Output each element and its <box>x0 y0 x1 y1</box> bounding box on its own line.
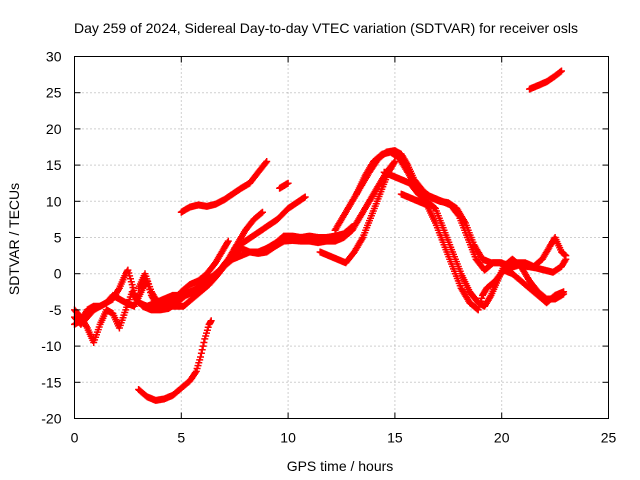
series-s7 <box>276 179 292 192</box>
y-tick-label: 0 <box>54 266 62 282</box>
chart-title: Day 259 of 2024, Sidereal Day-to-day VTE… <box>74 20 578 36</box>
series-markers <box>263 158 399 256</box>
series-markers <box>71 208 266 328</box>
series-markers <box>177 158 271 216</box>
x-tick-label: 5 <box>177 430 185 446</box>
series-s4 <box>135 244 271 310</box>
series-s10 <box>263 158 399 256</box>
x-tick-label: 25 <box>601 430 617 446</box>
x-axis-label: GPS time / hours <box>287 458 394 474</box>
series-s16 <box>526 67 565 93</box>
series-s5 <box>135 317 215 404</box>
y-tick-label: 30 <box>46 49 62 65</box>
y-tick-label: -10 <box>41 338 61 354</box>
series-markers <box>231 193 309 252</box>
series-s8 <box>231 193 309 252</box>
y-tick-label: 15 <box>46 157 62 173</box>
series-s2 <box>71 208 266 328</box>
series-s14 <box>380 168 568 310</box>
y-tick-label: -20 <box>41 411 61 427</box>
x-tick-label: 10 <box>280 430 296 446</box>
y-tick-label: 10 <box>46 193 62 209</box>
series-s15 <box>397 190 568 314</box>
x-tick-label: 20 <box>494 430 510 446</box>
y-tick-label: 20 <box>46 121 62 137</box>
series-markers <box>276 179 292 192</box>
y-tick-label: -5 <box>49 302 62 318</box>
y-tick-label: 25 <box>46 85 62 101</box>
series-markers <box>397 190 568 314</box>
series-markers <box>135 317 215 404</box>
series-markers <box>526 67 565 93</box>
x-tick-label: 15 <box>387 430 403 446</box>
y-tick-label: -15 <box>41 374 61 390</box>
y-axis-label: SDTVAR / TECUs <box>6 183 22 295</box>
series-markers <box>380 168 568 310</box>
x-tick-label: 0 <box>71 430 79 446</box>
series-markers <box>135 244 271 310</box>
y-tick-label: 5 <box>54 230 62 246</box>
series-s6 <box>177 158 271 216</box>
axis-ticks: 0 5 10 15 20 25 -20 -15 -10 -5 0 5 10 15 20 25 30 <box>41 49 616 446</box>
data-points <box>71 67 570 404</box>
